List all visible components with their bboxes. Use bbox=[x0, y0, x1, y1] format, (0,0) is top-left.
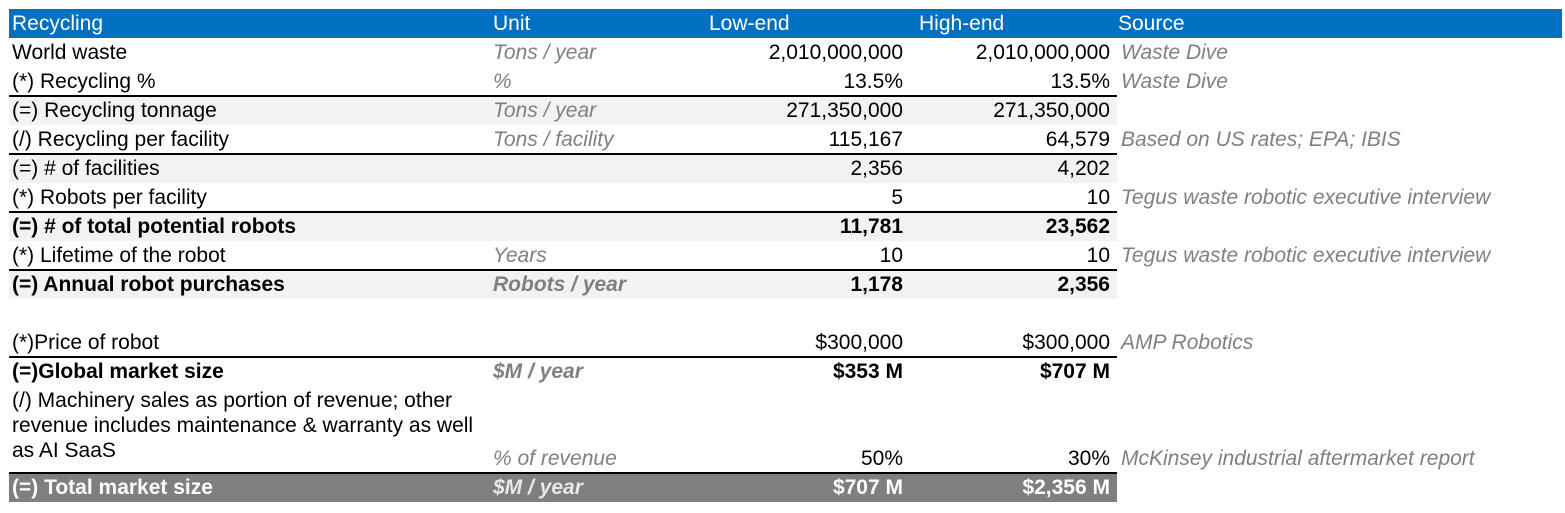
table-row: (*) Lifetime of the robot Years 10 10 Te… bbox=[9, 241, 1562, 270]
market-size-table: Recycling Unit Low-end High-end Source W… bbox=[9, 9, 1562, 502]
row-unit: Robots / year bbox=[490, 270, 700, 299]
row-label: (=) Recycling tonnage bbox=[9, 96, 490, 125]
row-unit bbox=[490, 154, 700, 183]
row-source: McKinsey industrial aftermarket report bbox=[1121, 447, 1475, 470]
row-source: Waste Dive bbox=[1121, 70, 1228, 93]
row-source bbox=[1117, 212, 1562, 241]
row-unit: % bbox=[493, 70, 512, 93]
row-high-end: 30% bbox=[1067, 447, 1110, 470]
row-unit: Tons / year bbox=[490, 96, 700, 125]
table-row: (=)Global market size $M / year $353 M $… bbox=[9, 356, 1562, 386]
row-label: (/) Recycling per facility bbox=[12, 128, 230, 151]
table-row: World waste Tons / year 2,010,000,000 2,… bbox=[9, 38, 1562, 67]
row-high-end: 2,356 bbox=[910, 270, 1117, 299]
row-source: Tegus waste robotic executive interview bbox=[1121, 244, 1491, 267]
row-high-end: 4,202 bbox=[910, 154, 1117, 183]
header-unit: Unit bbox=[493, 12, 531, 35]
header-label: Recycling bbox=[12, 12, 104, 35]
row-label: (=) # of facilities bbox=[9, 154, 490, 183]
row-source: Waste Dive bbox=[1121, 41, 1228, 64]
row-low-end: $300,000 bbox=[815, 331, 903, 354]
table-row-total: (=) Total market size $M / year $707 M $… bbox=[9, 472, 1562, 502]
row-low-end: 2,356 bbox=[700, 154, 910, 183]
row-unit bbox=[490, 212, 700, 241]
row-high-end: 2,010,000,000 bbox=[975, 41, 1110, 64]
row-label: (=) Annual robot purchases bbox=[9, 270, 490, 299]
row-high-end: $2,356 M bbox=[910, 473, 1117, 502]
row-low-end: 271,350,000 bbox=[700, 96, 910, 125]
table-row: (=) Annual robot purchases Robots / year… bbox=[9, 269, 1562, 299]
row-source bbox=[1117, 96, 1562, 125]
table-row: (*) Recycling % % 13.5% 13.5% Waste Dive bbox=[9, 67, 1562, 96]
table-row: (=) # of facilities 2,356 4,202 bbox=[9, 153, 1562, 183]
row-source: Based on US rates; EPA; IBIS bbox=[1121, 128, 1401, 151]
row-unit: Tons / facility bbox=[493, 128, 614, 151]
row-high-end: $300,000 bbox=[1022, 331, 1110, 354]
row-source: Tegus waste robotic executive interview bbox=[1121, 186, 1491, 209]
table-row: (*)Price of robot $300,000 $300,000 AMP … bbox=[9, 328, 1562, 357]
table-row: (/) Machinery sales as portion of revenu… bbox=[9, 386, 1562, 473]
row-unit: $M / year bbox=[490, 473, 700, 502]
row-label: (*)Price of robot bbox=[12, 331, 160, 354]
row-source bbox=[1117, 357, 1562, 386]
row-low-end: 2,010,000,000 bbox=[768, 41, 903, 64]
row-spacer bbox=[9, 299, 1562, 328]
header-source: Source bbox=[1118, 12, 1185, 35]
table-row: (/) Recycling per facility Tons / facili… bbox=[9, 125, 1562, 154]
row-low-end: 5 bbox=[891, 186, 903, 209]
row-high-end: 10 bbox=[1086, 244, 1110, 267]
row-source bbox=[1117, 154, 1562, 183]
table-row: (*) Robots per facility 5 10 Tegus waste… bbox=[9, 183, 1562, 212]
header-low-end: Low-end bbox=[709, 12, 790, 35]
row-source bbox=[1117, 270, 1562, 299]
table-row: (=) Recycling tonnage Tons / year 271,35… bbox=[9, 95, 1562, 125]
row-label: World waste bbox=[12, 41, 128, 64]
row-low-end: 11,781 bbox=[700, 212, 910, 241]
row-label: (=) Total market size bbox=[9, 473, 490, 502]
row-high-end: 271,350,000 bbox=[910, 96, 1117, 125]
row-label: (*) Lifetime of the robot bbox=[12, 244, 226, 267]
row-low-end: 1,178 bbox=[700, 270, 910, 299]
row-unit: $M / year bbox=[493, 360, 583, 383]
row-unit: % of revenue bbox=[493, 447, 617, 470]
table-row: (=) # of total potential robots 11,781 2… bbox=[9, 211, 1562, 241]
row-low-end: $353 M bbox=[832, 360, 903, 383]
row-label: (=)Global market size bbox=[12, 360, 224, 383]
row-low-end: 13.5% bbox=[843, 70, 903, 93]
row-low-end: 10 bbox=[879, 244, 903, 267]
row-unit: Years bbox=[493, 244, 547, 267]
row-low-end: $707 M bbox=[700, 473, 910, 502]
row-source: AMP Robotics bbox=[1121, 331, 1254, 354]
row-label: (*) Robots per facility bbox=[12, 186, 207, 209]
row-high-end: 23,562 bbox=[910, 212, 1117, 241]
row-low-end: 50% bbox=[860, 447, 903, 470]
row-high-end: $707 M bbox=[1039, 360, 1110, 383]
row-unit bbox=[490, 328, 700, 357]
row-unit bbox=[490, 183, 700, 212]
table-header: Recycling Unit Low-end High-end Source bbox=[9, 9, 1562, 38]
row-low-end: 115,167 bbox=[828, 128, 903, 151]
row-high-end: 10 bbox=[1086, 186, 1110, 209]
header-high-end: High-end bbox=[919, 12, 1005, 35]
row-label: (=) # of total potential robots bbox=[9, 212, 490, 241]
row-label: (*) Recycling % bbox=[12, 70, 156, 93]
row-unit: Tons / year bbox=[493, 41, 597, 64]
row-high-end: 64,579 bbox=[1045, 128, 1110, 151]
row-label: (/) Machinery sales as portion of revenu… bbox=[12, 389, 474, 462]
row-source bbox=[1117, 473, 1562, 502]
row-high-end: 13.5% bbox=[1050, 70, 1110, 93]
